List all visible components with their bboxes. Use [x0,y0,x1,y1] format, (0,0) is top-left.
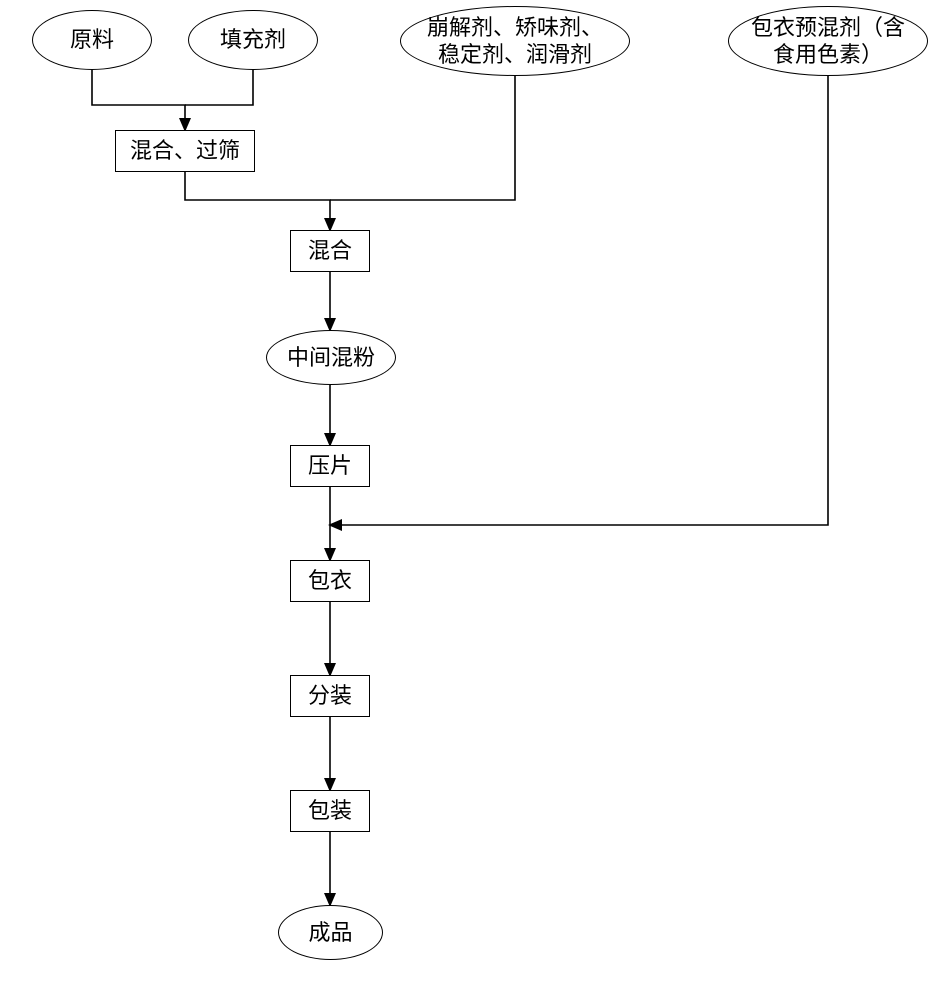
node-coating-premix: 包衣预混剂（含食用色素） [728,6,928,76]
node-raw-material: 原料 [32,10,152,70]
step-fill: 分装 [290,675,370,717]
label: 崩解剂、矫味剂、稳定剂、润滑剂 [427,14,603,69]
node-final-product: 成品 [278,905,383,960]
label: 原料 [70,26,114,54]
node-additives: 崩解剂、矫味剂、稳定剂、润滑剂 [400,6,630,76]
label: 包衣 [308,567,352,595]
label: 包衣预混剂（含食用色素） [751,14,905,69]
node-intermediate: 中间混粉 [266,330,396,385]
step-mix: 混合 [290,230,370,272]
step-mix-sieve: 混合、过筛 [115,130,255,172]
label: 中间混粉 [287,344,375,372]
step-coat: 包衣 [290,560,370,602]
label: 压片 [308,452,352,480]
label: 分装 [308,682,352,710]
label: 混合、过筛 [130,137,240,165]
step-pack: 包装 [290,790,370,832]
label: 混合 [308,237,352,265]
step-press: 压片 [290,445,370,487]
label: 包装 [308,797,352,825]
label: 填充剂 [220,26,286,54]
label: 成品 [308,919,352,947]
node-filler: 填充剂 [188,10,318,70]
